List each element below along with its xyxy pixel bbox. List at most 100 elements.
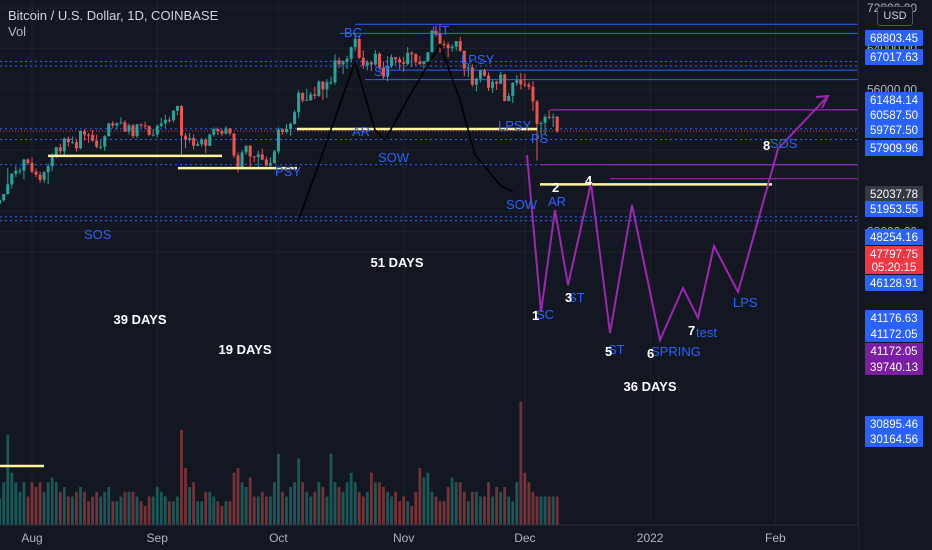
volume-bar [382,487,385,525]
wyckoff-label: ST [374,64,391,79]
candle [373,50,377,66]
candle-body [531,86,535,102]
candle [474,77,478,92]
candle-body [507,95,511,102]
volume-bar [515,482,519,525]
candle [155,124,159,138]
currency-button[interactable]: USD [877,6,913,26]
candle [547,110,551,120]
candle-body [159,123,163,126]
candle [365,60,369,71]
candle [147,125,151,136]
candle-body [252,156,256,158]
volume-bar [450,477,454,525]
candle [418,55,422,65]
wyckoff-label: PS [531,131,549,146]
projection-point-label: 6 [647,346,654,361]
candle-body [321,81,325,90]
wyckoff-label: SOS [770,136,798,151]
candle [487,72,491,91]
candle-body [345,58,349,62]
candle [341,60,345,75]
bar-countdown-label: 05:20:15 [872,262,917,274]
volume-bar [172,501,175,525]
candle-body [555,116,559,132]
volume-bar [87,501,90,525]
candle-body [426,52,430,62]
volume-bar [6,434,10,525]
volume-bar [442,501,446,525]
candle-body [487,75,491,88]
candle [285,123,289,134]
volume-bar [321,487,325,525]
candle [240,150,244,169]
candle-body [450,46,454,49]
candle-body [402,62,406,64]
volume-bar [244,487,248,525]
candle-body [357,39,361,58]
candle-body [26,159,30,164]
candle [515,75,519,86]
candle [66,136,70,147]
volume-bar [95,491,99,525]
volume-bar [543,496,547,525]
candle [446,42,450,58]
candle [349,46,353,63]
price-level-tag-label: 30895.46 [870,419,918,431]
candle [95,134,99,149]
candle [381,61,385,80]
volume-bar [268,496,272,525]
wyckoff-label: ST [568,290,585,305]
projection-point-label: 7 [688,323,695,338]
candle-body [285,128,289,133]
candle-body [232,133,236,156]
candle [163,114,167,128]
volume-bar [103,491,107,525]
candle [103,135,107,151]
candle [6,168,10,195]
candle [527,82,531,90]
volume-bar [155,487,159,525]
volume-bar [273,482,276,525]
volume-bar [281,491,284,525]
volume-bar [111,501,115,525]
volume-bar [402,496,406,525]
volume-bar [309,496,313,525]
wyckoff-label: LPSY [498,118,532,133]
candle-body [244,145,248,153]
volume-bar [204,491,208,525]
volume-bar [115,501,119,525]
volume-bar [349,472,353,525]
volume-bar [260,491,264,525]
candle-body [551,116,555,118]
candle-body [495,81,499,84]
volume-bar [216,501,220,525]
volume-bar [503,487,507,525]
volume-bar [289,487,292,525]
candle [18,167,22,175]
candle-body [208,134,212,146]
candle-body [119,122,123,124]
volume-bar [386,491,389,525]
candle [260,148,264,160]
candle-body [289,123,293,129]
price-level-tag [865,186,923,202]
volume-bar [341,491,345,525]
volume-bar [38,482,42,525]
wyckoff-label: PSY [275,164,301,179]
candle-body [301,92,305,101]
candle [422,60,426,69]
candle-body [103,136,107,147]
volume-bar [163,496,167,525]
volume-bar [236,468,240,525]
candle [143,121,147,129]
projection-point-label: 2 [552,180,559,195]
candle-body [446,44,450,49]
candle-body [123,122,127,132]
candle [70,136,74,144]
price-level-tag-label: 48254.16 [870,232,918,244]
candle [551,113,555,127]
candle [450,44,454,52]
candle [256,150,260,167]
